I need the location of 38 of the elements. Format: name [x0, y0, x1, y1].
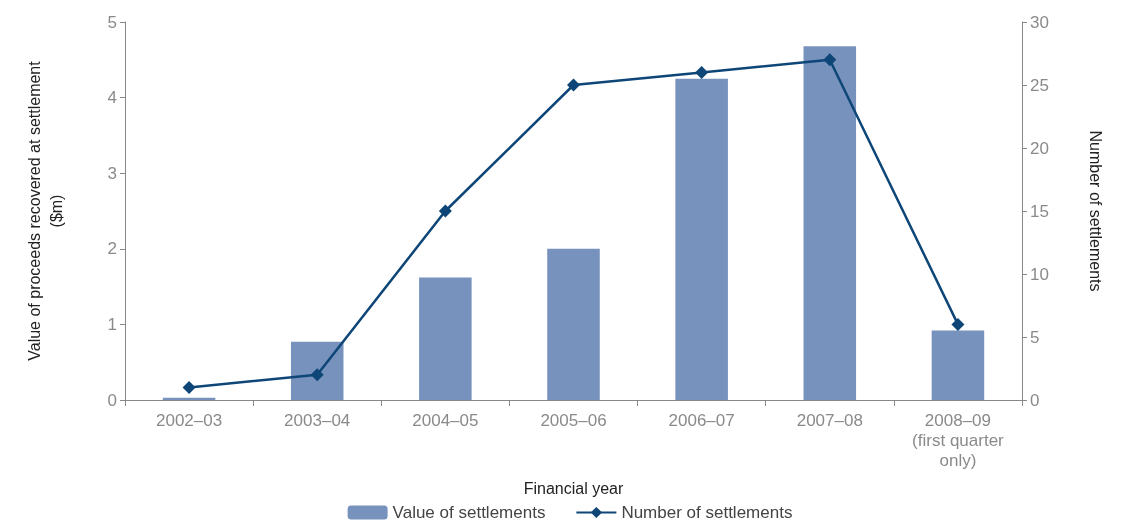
legend-label: Value of settlements — [392, 503, 546, 522]
y2-tick-label: 15 — [1030, 201, 1049, 221]
x-tick-label: 2005–06 — [540, 410, 607, 430]
legend-label: Number of settlements — [621, 503, 793, 522]
y2-tick-label: 25 — [1030, 75, 1049, 95]
point — [310, 368, 324, 382]
x-tick-label: 2002–03 — [155, 410, 223, 430]
x-tick-label: 2003–04 — [284, 410, 351, 430]
y-tick-label: 0 — [107, 390, 117, 410]
y2-tick-label: 10 — [1030, 264, 1049, 284]
x-tick-label: 2007–08 — [796, 410, 863, 430]
x-tick-label: 2008–09 (first quarter only) — [912, 410, 1005, 470]
y-tick-label: 1 — [107, 314, 117, 334]
x-tick-label: 2004–05 — [412, 410, 479, 430]
bar — [419, 277, 472, 400]
point — [438, 204, 452, 218]
y2-tick-label: 20 — [1030, 138, 1049, 158]
point — [567, 78, 580, 92]
point — [695, 65, 709, 79]
y-tick-label: 2 — [107, 239, 117, 259]
y2-axis-title: Number of settlements — [1086, 130, 1104, 292]
y-tick-label: 5 — [107, 12, 117, 32]
y-tick-label: 4 — [107, 88, 117, 108]
y2-tick-label: 30 — [1030, 12, 1049, 32]
x-axis-title: Financial year — [523, 479, 624, 497]
y2-tick-label: 0 — [1030, 390, 1040, 410]
bar — [675, 78, 728, 400]
point — [823, 53, 837, 67]
y-tick-label: 3 — [107, 163, 117, 183]
bar — [931, 330, 985, 400]
bar — [290, 341, 344, 400]
point — [182, 380, 196, 394]
bar — [803, 46, 857, 400]
point — [951, 317, 965, 331]
y-axis-title: Value of proceeds recovered at settlement ($m) — [25, 60, 65, 361]
bar — [547, 248, 600, 400]
y2-tick-label: 5 — [1030, 327, 1040, 347]
x-tick-label: 2006–07 — [668, 410, 735, 430]
